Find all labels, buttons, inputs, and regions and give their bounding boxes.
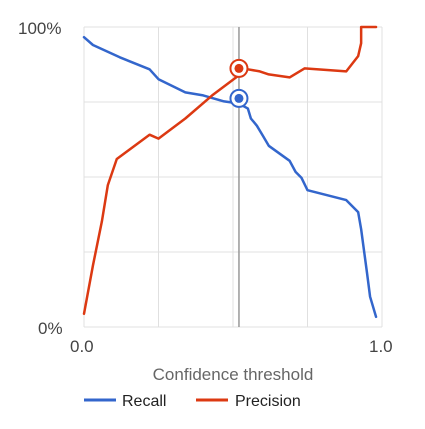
marker-dot xyxy=(234,93,244,103)
legend-label-precision: Precision xyxy=(235,393,301,410)
threshold-markers[interactable] xyxy=(229,58,249,108)
x-axis-title: Confidence threshold xyxy=(153,365,314,384)
legend: Recall Precision xyxy=(84,393,301,410)
marker-dot xyxy=(234,63,244,73)
legend-label-recall: Recall xyxy=(122,393,166,410)
grid xyxy=(83,26,383,328)
x-tick-label-left: 0.0 xyxy=(70,337,94,356)
series-line-recall xyxy=(82,35,378,319)
threshold-marker-recall[interactable] xyxy=(229,88,249,108)
threshold-marker-precision[interactable] xyxy=(229,58,249,78)
y-tick-label-bottom: 0% xyxy=(38,319,63,338)
legend-item-precision[interactable]: Precision xyxy=(196,393,301,410)
x-tick-label-right: 1.0 xyxy=(369,337,393,356)
legend-item-recall[interactable]: Recall xyxy=(84,393,166,410)
y-tick-label-top: 100% xyxy=(18,19,61,38)
